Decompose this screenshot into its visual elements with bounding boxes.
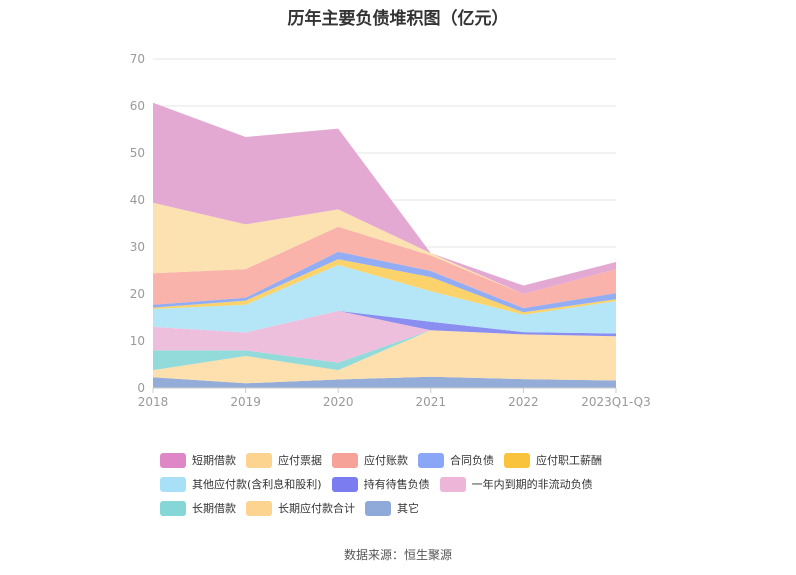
x-tick-label: 2021 [416, 395, 447, 409]
legend-item[interactable]: 应付票据 [246, 452, 322, 468]
x-tick-label: 2023Q1-Q3 [581, 395, 650, 409]
legend-label: 长期借款 [192, 502, 236, 515]
legend-label: 其它 [397, 502, 419, 515]
legend-item[interactable]: 其他应付款(含利息和股利) [160, 476, 322, 492]
legend-item[interactable]: 一年内到期的非流动负债 [439, 476, 593, 492]
y-tick-label: 50 [130, 146, 145, 160]
y-tick-label: 0 [137, 381, 145, 395]
legend-swatch [246, 500, 272, 516]
y-tick-label: 10 [130, 334, 145, 348]
area-series-4 [153, 310, 616, 337]
source-note: 数据来源：恒生聚源 [343, 548, 452, 562]
y-tick-label: 20 [130, 287, 145, 301]
legend-label: 长期应付款合计 [278, 502, 355, 515]
legend-label: 持有待售负债 [363, 478, 430, 491]
legend-item[interactable]: 合同负债 [418, 452, 494, 468]
legend-label: 短期借款 [192, 454, 236, 467]
legend-swatch [246, 452, 272, 468]
legend-item[interactable]: 长期借款 [160, 500, 236, 516]
legend-swatch [439, 476, 466, 492]
legend-row: 长期借款 长期应付款合计 其它 [160, 496, 640, 520]
legend-item[interactable]: 持有待售负债 [331, 476, 430, 492]
axis-layer: 0 10 20 30 40 50 60 70 2018 2019 2020 2021 2022 2023Q… [130, 52, 651, 409]
legend-item[interactable]: 长期应付款合计 [246, 500, 355, 516]
legend-swatch [160, 476, 186, 492]
area-series-1 [153, 330, 616, 384]
legend-swatch [160, 452, 186, 468]
legend-swatch [332, 452, 358, 468]
area-series-0 [153, 376, 616, 388]
legend-item[interactable]: 短期借款 [160, 452, 236, 468]
legend-label: 一年内到期的非流动负债 [471, 478, 593, 491]
legend-row: 其他应付款(含利息和股利) 持有待售负债 一年内到期的非流动负债 [160, 472, 640, 496]
legend-item[interactable]: 应付账款 [332, 452, 408, 468]
area-series-10 [153, 102, 616, 294]
chart-title: 历年主要负债堆积图（亿元） [287, 9, 509, 29]
area-series-7 [153, 251, 616, 313]
legend-swatch [331, 476, 358, 492]
legend-row: 短期借款 应付票据 应付账款 合同负债 应付职工薪酬 [160, 448, 640, 472]
x-tick-label: 2020 [323, 395, 354, 409]
stacked-area-chart: 0 10 20 30 40 50 60 70 2018 2019 2020 2021 2022 2023Q… [130, 52, 651, 409]
legend-label: 应付职工薪酬 [536, 454, 602, 467]
legend-swatch [504, 452, 530, 468]
legend-item[interactable]: 应付职工薪酬 [504, 452, 602, 468]
legend-label: 合同负债 [450, 454, 494, 467]
x-tick-label: 2018 [138, 395, 169, 409]
legend-item[interactable]: 其它 [365, 500, 419, 516]
legend-swatch [418, 452, 444, 468]
legend: 短期借款 应付票据 应付账款 合同负债 应付职工薪酬其他应付款(含利息和股利) 持有待售负… [160, 448, 640, 520]
legend-label: 其他应付款(含利息和股利) [192, 478, 322, 491]
x-tick-label: 2022 [508, 395, 539, 409]
area-series-8 [153, 226, 616, 309]
y-tick-label: 70 [130, 52, 145, 66]
area-series-9 [153, 202, 616, 294]
y-tick-label: 60 [130, 99, 145, 113]
x-tick-label: 2019 [230, 395, 261, 409]
legend-swatch [160, 500, 186, 516]
area-series-6 [153, 259, 616, 315]
area-series-3 [153, 310, 616, 363]
area-series-5 [153, 264, 616, 334]
legend-label: 应付票据 [278, 454, 322, 467]
area-layer [153, 102, 616, 388]
y-tick-label: 30 [130, 240, 145, 254]
y-tick-label: 40 [130, 193, 145, 207]
legend-swatch [365, 500, 391, 516]
legend-label: 应付账款 [364, 454, 408, 467]
